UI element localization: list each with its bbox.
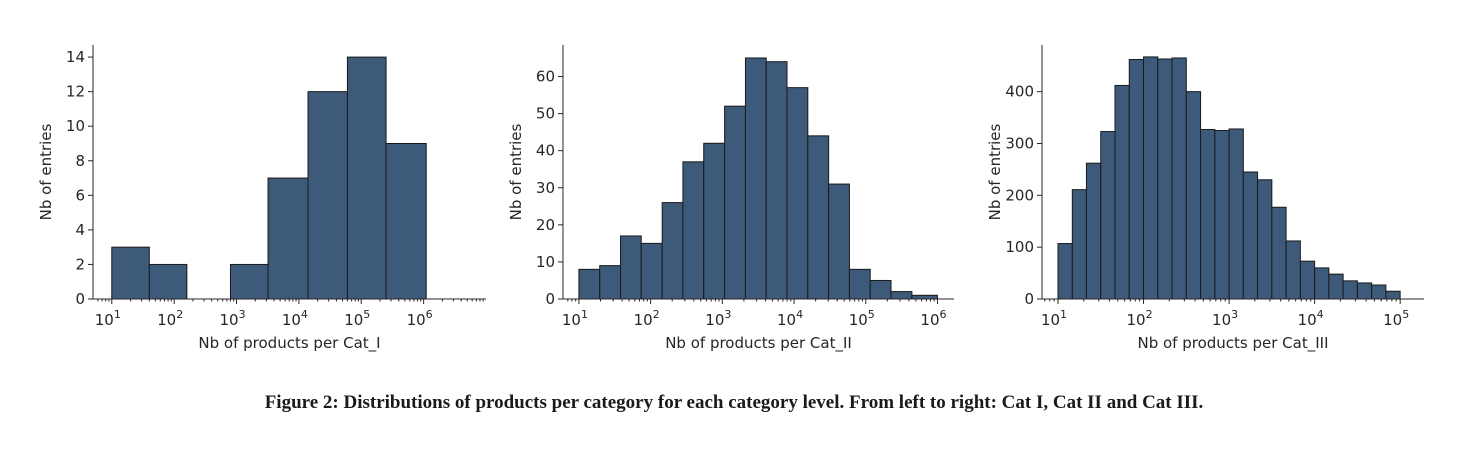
histogram-bar bbox=[703, 142, 726, 300]
histogram-bar bbox=[1214, 130, 1230, 300]
histogram-bar bbox=[1100, 131, 1116, 300]
x-tick-label: 106 bbox=[407, 308, 433, 329]
histogram-bar bbox=[1285, 240, 1301, 300]
y-tick-label: 0 bbox=[75, 290, 85, 308]
histogram-bar bbox=[786, 87, 809, 300]
x-tick-label: 101 bbox=[95, 308, 121, 329]
histogram-bar bbox=[1200, 128, 1216, 300]
x-tick-label: 102 bbox=[1126, 308, 1152, 329]
figure-canvas: 0 2 4 6 8 10 12 14 101 102 103 104 105 106 Nb of produ… bbox=[37, 45, 1424, 353]
histogram-bar bbox=[346, 56, 387, 300]
y-tick-label: 10 bbox=[66, 117, 85, 135]
histogram-bar bbox=[267, 177, 309, 300]
histogram-bar bbox=[1171, 57, 1187, 300]
y-tick-label: 100 bbox=[1005, 238, 1034, 256]
y-tick-label: 40 bbox=[536, 142, 555, 160]
histogram-bar bbox=[807, 135, 830, 300]
histogram-bar bbox=[1356, 282, 1373, 300]
y-tick-label: 4 bbox=[75, 221, 85, 239]
x-tick-label: 104 bbox=[1298, 308, 1324, 329]
histogram-bar bbox=[307, 91, 348, 300]
histogram-bar bbox=[640, 242, 663, 300]
y-axis-label: Nb of entries bbox=[507, 123, 525, 220]
y-tick-label: 10 bbox=[536, 253, 555, 271]
x-tick-label: 102 bbox=[634, 308, 660, 329]
x-axis-label: Nb of products per Cat_I bbox=[198, 334, 380, 353]
y-tick-label: 400 bbox=[1005, 83, 1034, 101]
histogram-bar bbox=[1143, 56, 1159, 300]
histogram-bar bbox=[1085, 162, 1102, 300]
histogram-bar bbox=[682, 161, 705, 300]
y-tick-label: 8 bbox=[75, 152, 85, 170]
histogram-bar bbox=[1057, 243, 1073, 300]
histogram-bar bbox=[1128, 59, 1145, 300]
histogram-bar bbox=[911, 294, 938, 300]
histogram-bar bbox=[828, 183, 850, 300]
histogram-bar bbox=[1271, 206, 1287, 300]
y-tick-label: 2 bbox=[75, 255, 85, 273]
histogram-bar bbox=[1114, 84, 1130, 300]
x-tick-label: 105 bbox=[849, 308, 875, 329]
histogram-bar bbox=[148, 263, 188, 300]
y-tick-label: 6 bbox=[75, 186, 85, 204]
histogram-bar bbox=[1314, 267, 1330, 300]
chart-panel-1: 0 2 4 6 8 10 12 14 101 102 103 104 105 106 Nb of produ… bbox=[37, 45, 486, 353]
histogram-bar bbox=[1242, 171, 1259, 300]
y-tick-label: 50 bbox=[536, 105, 555, 123]
y-tick-label: 300 bbox=[1005, 134, 1034, 152]
histogram-bar bbox=[869, 279, 892, 300]
x-tick-label: 102 bbox=[157, 308, 183, 329]
x-tick-label: 101 bbox=[1041, 308, 1067, 329]
y-axis-label: Nb of entries bbox=[37, 123, 55, 220]
histogram-bar bbox=[229, 263, 269, 300]
figure-caption: Figure 2: Distributions of products per … bbox=[264, 392, 1204, 413]
y-tick-label: 20 bbox=[536, 216, 555, 234]
x-tick-label: 103 bbox=[705, 308, 731, 329]
histogram-bar bbox=[578, 268, 601, 300]
histogram-bar bbox=[1385, 290, 1401, 300]
y-axis-label: Nb of entries bbox=[986, 123, 1004, 220]
histogram-bar bbox=[890, 291, 913, 300]
histogram-bar bbox=[1328, 273, 1344, 300]
chart-panel-3: 0 100 200 300 400 101 102 103 104 105 Nb of produc… bbox=[986, 45, 1424, 353]
x-axis-label: Nb of products per Cat_III bbox=[1137, 334, 1328, 353]
y-tick-label: 200 bbox=[1005, 186, 1034, 204]
y-tick-label: 0 bbox=[1024, 290, 1034, 308]
chart-panel-2: 0 10 20 30 40 50 60 101 102 103 104 105 106 Nb of pro… bbox=[507, 45, 954, 353]
histogram-bar bbox=[619, 235, 642, 300]
histogram-bar bbox=[1342, 280, 1358, 300]
histogram-bar bbox=[765, 61, 788, 300]
histogram-bar bbox=[1371, 284, 1387, 300]
histogram-bar bbox=[385, 142, 427, 300]
y-tick-label: 14 bbox=[66, 48, 85, 66]
x-tick-label: 103 bbox=[1212, 308, 1238, 329]
histogram-bar bbox=[848, 268, 871, 300]
histogram-bar bbox=[661, 202, 684, 300]
x-axis-label: Nb of products per Cat_II bbox=[665, 334, 852, 353]
x-tick-label: 104 bbox=[777, 308, 803, 329]
histogram-bar bbox=[1157, 58, 1173, 300]
y-tick-label: 30 bbox=[536, 179, 555, 197]
x-tick-label: 103 bbox=[219, 308, 245, 329]
y-tick-label: 0 bbox=[545, 290, 555, 308]
histogram-bar bbox=[1185, 91, 1202, 300]
histogram-bar bbox=[744, 57, 767, 300]
histogram-bar bbox=[111, 246, 150, 300]
y-tick-label: 12 bbox=[66, 83, 85, 101]
histogram-bar bbox=[1257, 179, 1273, 300]
histogram-bar bbox=[599, 265, 621, 300]
histogram-bar bbox=[1071, 189, 1087, 300]
x-tick-label: 104 bbox=[282, 308, 308, 329]
x-tick-label: 101 bbox=[562, 308, 588, 329]
x-tick-label: 106 bbox=[920, 308, 946, 329]
histogram-bar bbox=[1299, 260, 1316, 300]
x-tick-label: 105 bbox=[344, 308, 370, 329]
y-tick-label: 60 bbox=[536, 68, 555, 86]
histogram-bar bbox=[1228, 128, 1244, 300]
x-tick-label: 105 bbox=[1383, 308, 1409, 329]
histogram-bar bbox=[724, 105, 746, 300]
